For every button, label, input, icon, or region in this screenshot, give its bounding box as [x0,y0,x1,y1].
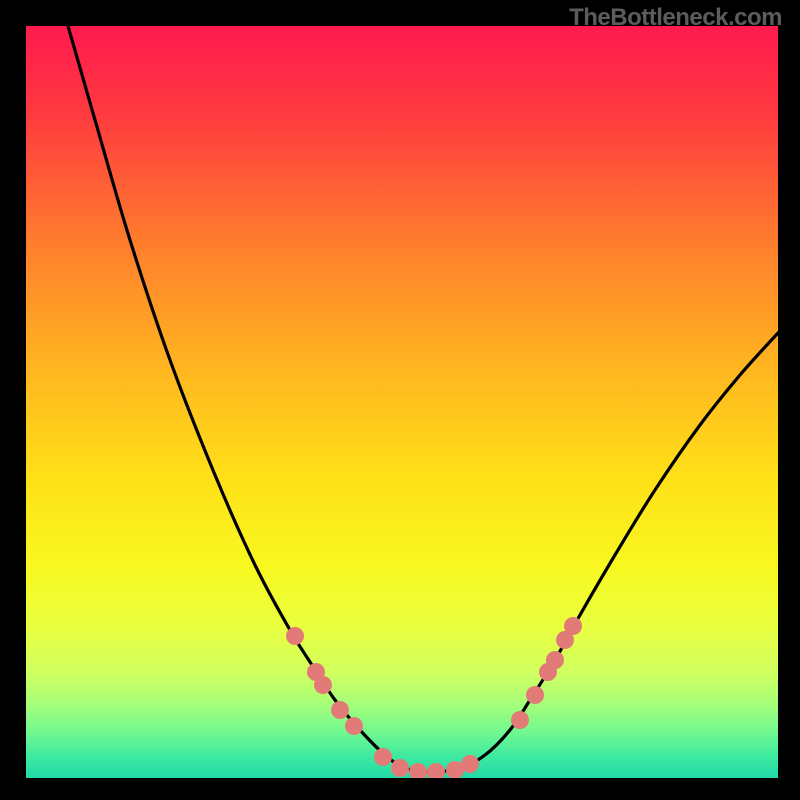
bottleneck-curve [68,26,778,772]
marker-point [461,755,479,773]
watermark-text: TheBottleneck.com [569,4,782,32]
marker-point [546,651,564,669]
chart-container: TheBottleneck.com [0,0,800,800]
marker-point [314,676,332,694]
curve-layer [0,0,800,800]
marker-point [286,627,304,645]
marker-point [374,748,392,766]
marker-point [345,717,363,735]
marker-point [511,711,529,729]
marker-point [391,759,409,777]
marker-point [427,763,445,781]
marker-point [331,701,349,719]
marker-point [564,617,582,635]
marker-point [526,686,544,704]
marker-point [409,763,427,781]
